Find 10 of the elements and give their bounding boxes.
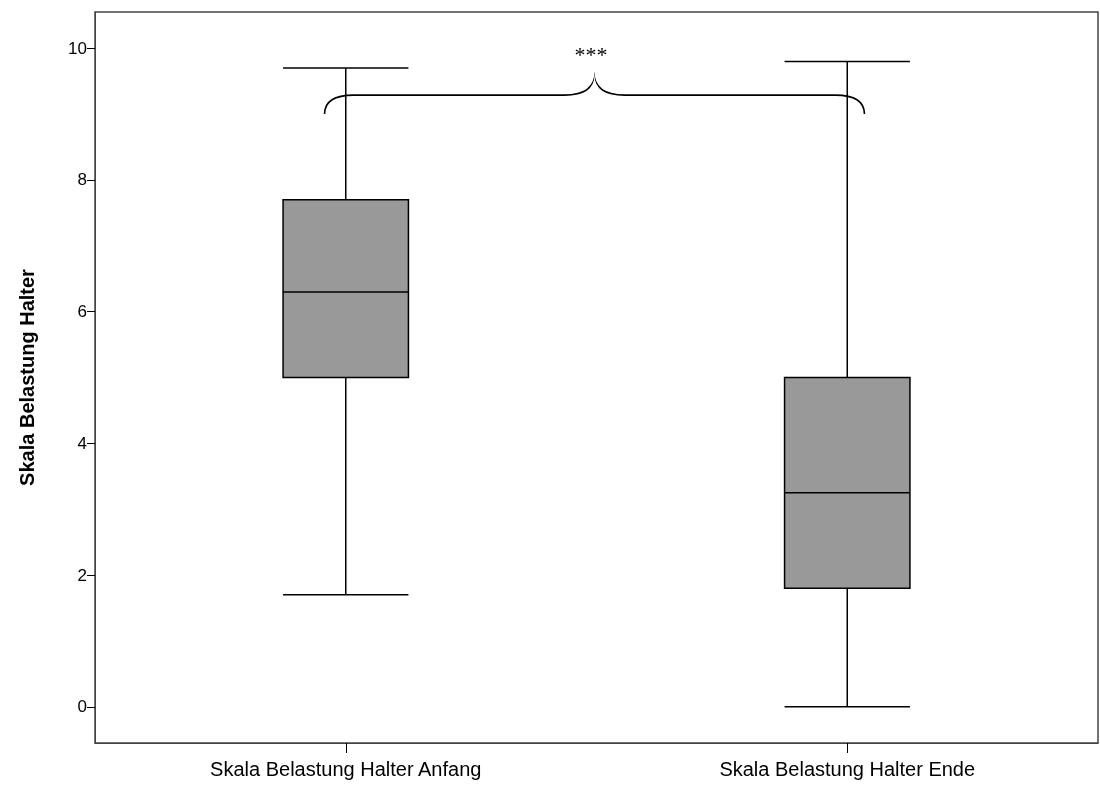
y-tick-label: 4 bbox=[77, 433, 87, 453]
y-tick-label: 8 bbox=[77, 170, 87, 190]
x-tick-label: Skala Belastung Halter Ende bbox=[719, 758, 976, 780]
y-tick-label: 6 bbox=[77, 302, 87, 322]
y-tick-label: 2 bbox=[77, 565, 87, 585]
y-axis-title: Skala Belastung Halter bbox=[16, 268, 38, 486]
y-tick-label: 10 bbox=[68, 38, 87, 58]
annotation: *** bbox=[574, 41, 608, 67]
y-tick-label: 0 bbox=[77, 697, 87, 717]
x-tick-label: Skala Belastung Halter Anfang bbox=[210, 758, 482, 780]
